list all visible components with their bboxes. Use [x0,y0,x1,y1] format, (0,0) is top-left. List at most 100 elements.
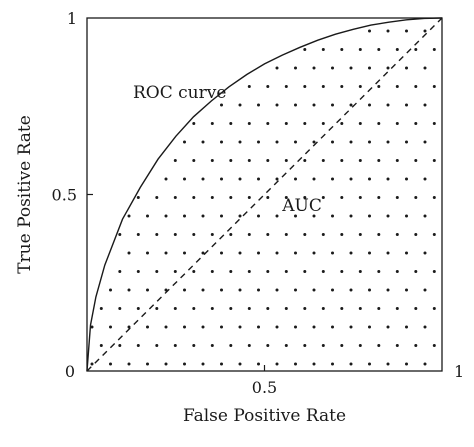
auc-dot [395,307,399,310]
auc-dot [340,48,344,51]
auc-dot [257,140,260,144]
auc-dot [266,85,270,88]
auc-dot [386,362,390,366]
auc-dot [377,307,381,310]
auc-dot [340,196,344,199]
auc-dot [275,103,279,107]
auc-dot [395,344,399,347]
auc-dot [423,325,427,329]
auc-dot [349,251,353,255]
auc-dot [155,307,159,310]
auc-dot [247,307,251,310]
auc-dot [377,344,381,347]
auc-dot [284,344,288,347]
auc-dot [303,159,307,162]
auc-dot [136,196,140,199]
auc-dot [275,177,279,181]
auc-dot [414,48,418,51]
auc-dot [275,362,279,366]
auc-dot [377,122,381,125]
auc-dot [284,307,288,310]
auc-dot [192,196,196,199]
auc-dot [386,66,390,70]
auc-dot [294,251,297,255]
x-tick-label: 1 [454,362,464,381]
auc-dot [331,66,334,70]
auc-dot [405,362,408,366]
auc-dot [266,122,270,125]
auc-dot [303,270,307,273]
auc-dot [229,307,233,310]
auc-dot [358,196,362,199]
auc-dot [405,214,408,218]
auc-dot [331,103,334,107]
auc-dot [414,122,418,125]
auc-dot-pattern [90,29,436,366]
auc-dot [284,196,288,199]
auc-dot [331,214,334,218]
auc-dot [146,288,149,292]
auc-dot [164,177,168,181]
auc-dot [368,140,371,144]
auc-dot [266,344,270,347]
auc-dot [358,233,362,236]
auc-dot [275,140,279,144]
auc-dot [414,270,418,273]
auc-dot [201,288,205,292]
auc-dot [90,362,94,366]
y-tick-label: 1 [67,9,77,28]
x-axis-title: False Positive Rate [183,406,346,426]
auc-dot [164,251,168,255]
auc-dot [192,122,196,125]
auc-dot [136,307,140,310]
auc-dot [321,196,325,199]
auc-dot [192,233,196,236]
auc-dot [99,344,103,347]
auc-dot [368,251,371,255]
auc-dot [377,159,381,162]
auc-dot [368,214,371,218]
auc-dot [257,214,260,218]
auc-dot [238,177,242,181]
auc-dot [405,103,408,107]
auc-dot [312,251,316,255]
auc-dot [386,177,390,181]
auc-dot [284,233,288,236]
auc-dot [173,233,177,236]
y-tick-label: 0.5 [52,186,77,205]
auc-dot [423,177,427,181]
auc-dot [386,288,390,292]
auc-dot [303,48,307,51]
series-layer [86,17,443,372]
auc-dot [275,325,279,329]
auc-dot [432,270,436,273]
auc-dot [340,85,344,88]
auc-dot [294,66,297,70]
auc-dot [155,270,159,273]
auc-dot [136,233,140,236]
auc-dot [164,362,168,366]
auc-dot [173,159,177,162]
label-layer: False Positive Rate True Positive Rate R… [15,83,346,426]
auc-dot [247,344,251,347]
auc-dot [368,325,371,329]
auc-dot [349,66,353,70]
auc-dot [229,196,233,199]
auc-dot [238,325,242,329]
auc-dot [423,362,427,366]
auc-dot [349,103,353,107]
auc-dot [377,233,381,236]
x-tick-label: 0 [65,362,75,381]
auc-dot [164,325,168,329]
auc-dot [118,307,122,310]
auc-dot [340,233,344,236]
auc-dot [303,85,307,88]
auc-dot [229,270,233,273]
auc-dot [210,233,214,236]
auc-dot [173,270,177,273]
auc-dot [192,344,196,347]
auc-dot [90,325,94,329]
auc-dot [414,159,418,162]
auc-dot [183,325,186,329]
auc-dot [312,288,316,292]
